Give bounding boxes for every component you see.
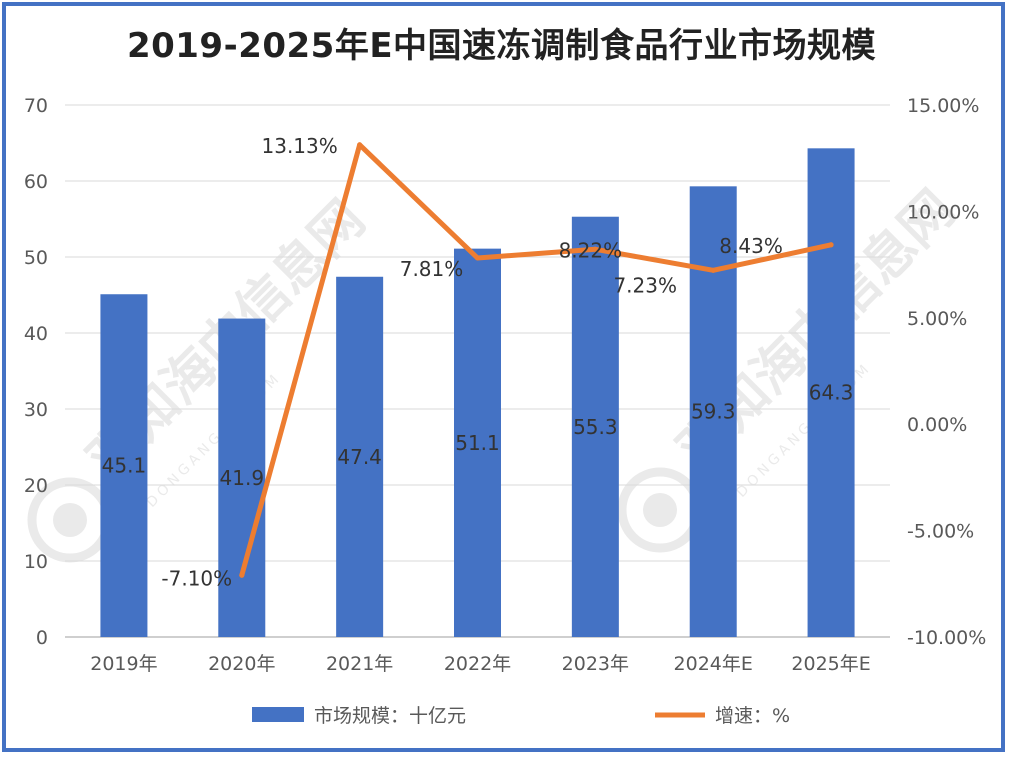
bar-series bbox=[100, 148, 855, 637]
line-label: 8.22% bbox=[559, 238, 623, 262]
legend-line-label: 增速：% bbox=[715, 705, 790, 727]
bar bbox=[454, 248, 501, 637]
watermark-logo-dot bbox=[643, 493, 677, 527]
line-point bbox=[357, 142, 363, 148]
growth-line bbox=[239, 142, 834, 578]
right-tick-label: 15.00% bbox=[907, 95, 979, 117]
right-tick-label: -5.00% bbox=[907, 521, 974, 543]
right-tick-label: -10.00% bbox=[907, 627, 986, 649]
bar bbox=[336, 276, 384, 637]
bar-data-labels: 45.1 41.9 47.4 51.1 55.3 59.3 64.3 bbox=[102, 381, 854, 490]
left-tick-label: 40 bbox=[24, 323, 48, 345]
line-label: 7.81% bbox=[400, 257, 464, 281]
x-axis-ticks: 2019年 2020年 2021年 2022年 2023年 2024年E 2025年E bbox=[90, 653, 871, 675]
bar-label: 47.4 bbox=[337, 445, 382, 469]
legend-bar-label: 市场规模：十亿元 bbox=[314, 705, 466, 727]
line-data-labels: -7.10% 13.13% 7.81% 8.22% 7.23% 8.43% bbox=[161, 134, 782, 590]
bar bbox=[689, 186, 737, 637]
left-tick-label: 20 bbox=[24, 475, 48, 497]
watermark: 观知海内信息网DONGANGQB.COM bbox=[617, 179, 967, 553]
line-point bbox=[475, 255, 480, 261]
left-tick-label: 10 bbox=[24, 551, 48, 573]
legend: 市场规模：十亿元 增速：% bbox=[252, 705, 790, 727]
x-tick-label: 2022年 bbox=[444, 653, 511, 675]
line-point bbox=[239, 572, 245, 578]
bar bbox=[571, 216, 619, 637]
line-label: 7.23% bbox=[613, 273, 677, 297]
right-tick-label: 10.00% bbox=[907, 201, 979, 223]
bar-label: 45.1 bbox=[102, 454, 147, 478]
left-tick-label: 0 bbox=[36, 627, 48, 649]
left-tick-label: 30 bbox=[24, 399, 48, 421]
x-tick-label: 2020年 bbox=[208, 653, 275, 675]
right-tick-label: 0.00% bbox=[907, 414, 967, 436]
left-tick-label: 50 bbox=[24, 247, 48, 269]
bar-label: 51.1 bbox=[455, 431, 500, 455]
legend-bar-swatch bbox=[252, 707, 304, 722]
right-tick-label: 5.00% bbox=[907, 308, 967, 330]
line-series bbox=[239, 142, 834, 578]
right-axis-ticks: -10.00% -5.00% 0.00% 5.00% 10.00% 15.00% bbox=[907, 95, 986, 649]
x-tick-label: 2025年E bbox=[791, 653, 870, 675]
bar-label: 59.3 bbox=[691, 400, 736, 424]
x-tick-label: 2023年 bbox=[562, 653, 629, 675]
x-tick-label: 2024年E bbox=[674, 653, 753, 675]
watermark: 观知海内信息网DONGANGQB.COM bbox=[27, 189, 377, 563]
line-label: 8.43% bbox=[719, 234, 783, 258]
line-label: -7.10% bbox=[161, 566, 232, 590]
bar bbox=[100, 294, 148, 637]
left-tick-label: 70 bbox=[24, 95, 48, 117]
watermark-logo-dot bbox=[53, 503, 87, 537]
bar bbox=[807, 148, 855, 637]
bar-label: 41.9 bbox=[220, 466, 265, 490]
bar-label: 64.3 bbox=[809, 381, 854, 405]
left-axis-ticks: 0 10 20 30 40 50 60 70 bbox=[24, 95, 48, 649]
line-point bbox=[828, 242, 834, 248]
left-tick-label: 60 bbox=[24, 171, 48, 193]
line-label: 13.13% bbox=[262, 134, 338, 158]
x-tick-label: 2019年 bbox=[90, 653, 157, 675]
x-tick-label: 2021年 bbox=[326, 653, 393, 675]
line-point bbox=[592, 246, 598, 252]
chart-title: 2019-2025年E中国速冻调制食品行业市场规模 bbox=[126, 26, 877, 66]
bar bbox=[218, 318, 266, 637]
bar-label: 55.3 bbox=[573, 415, 618, 439]
line-point bbox=[710, 267, 716, 273]
